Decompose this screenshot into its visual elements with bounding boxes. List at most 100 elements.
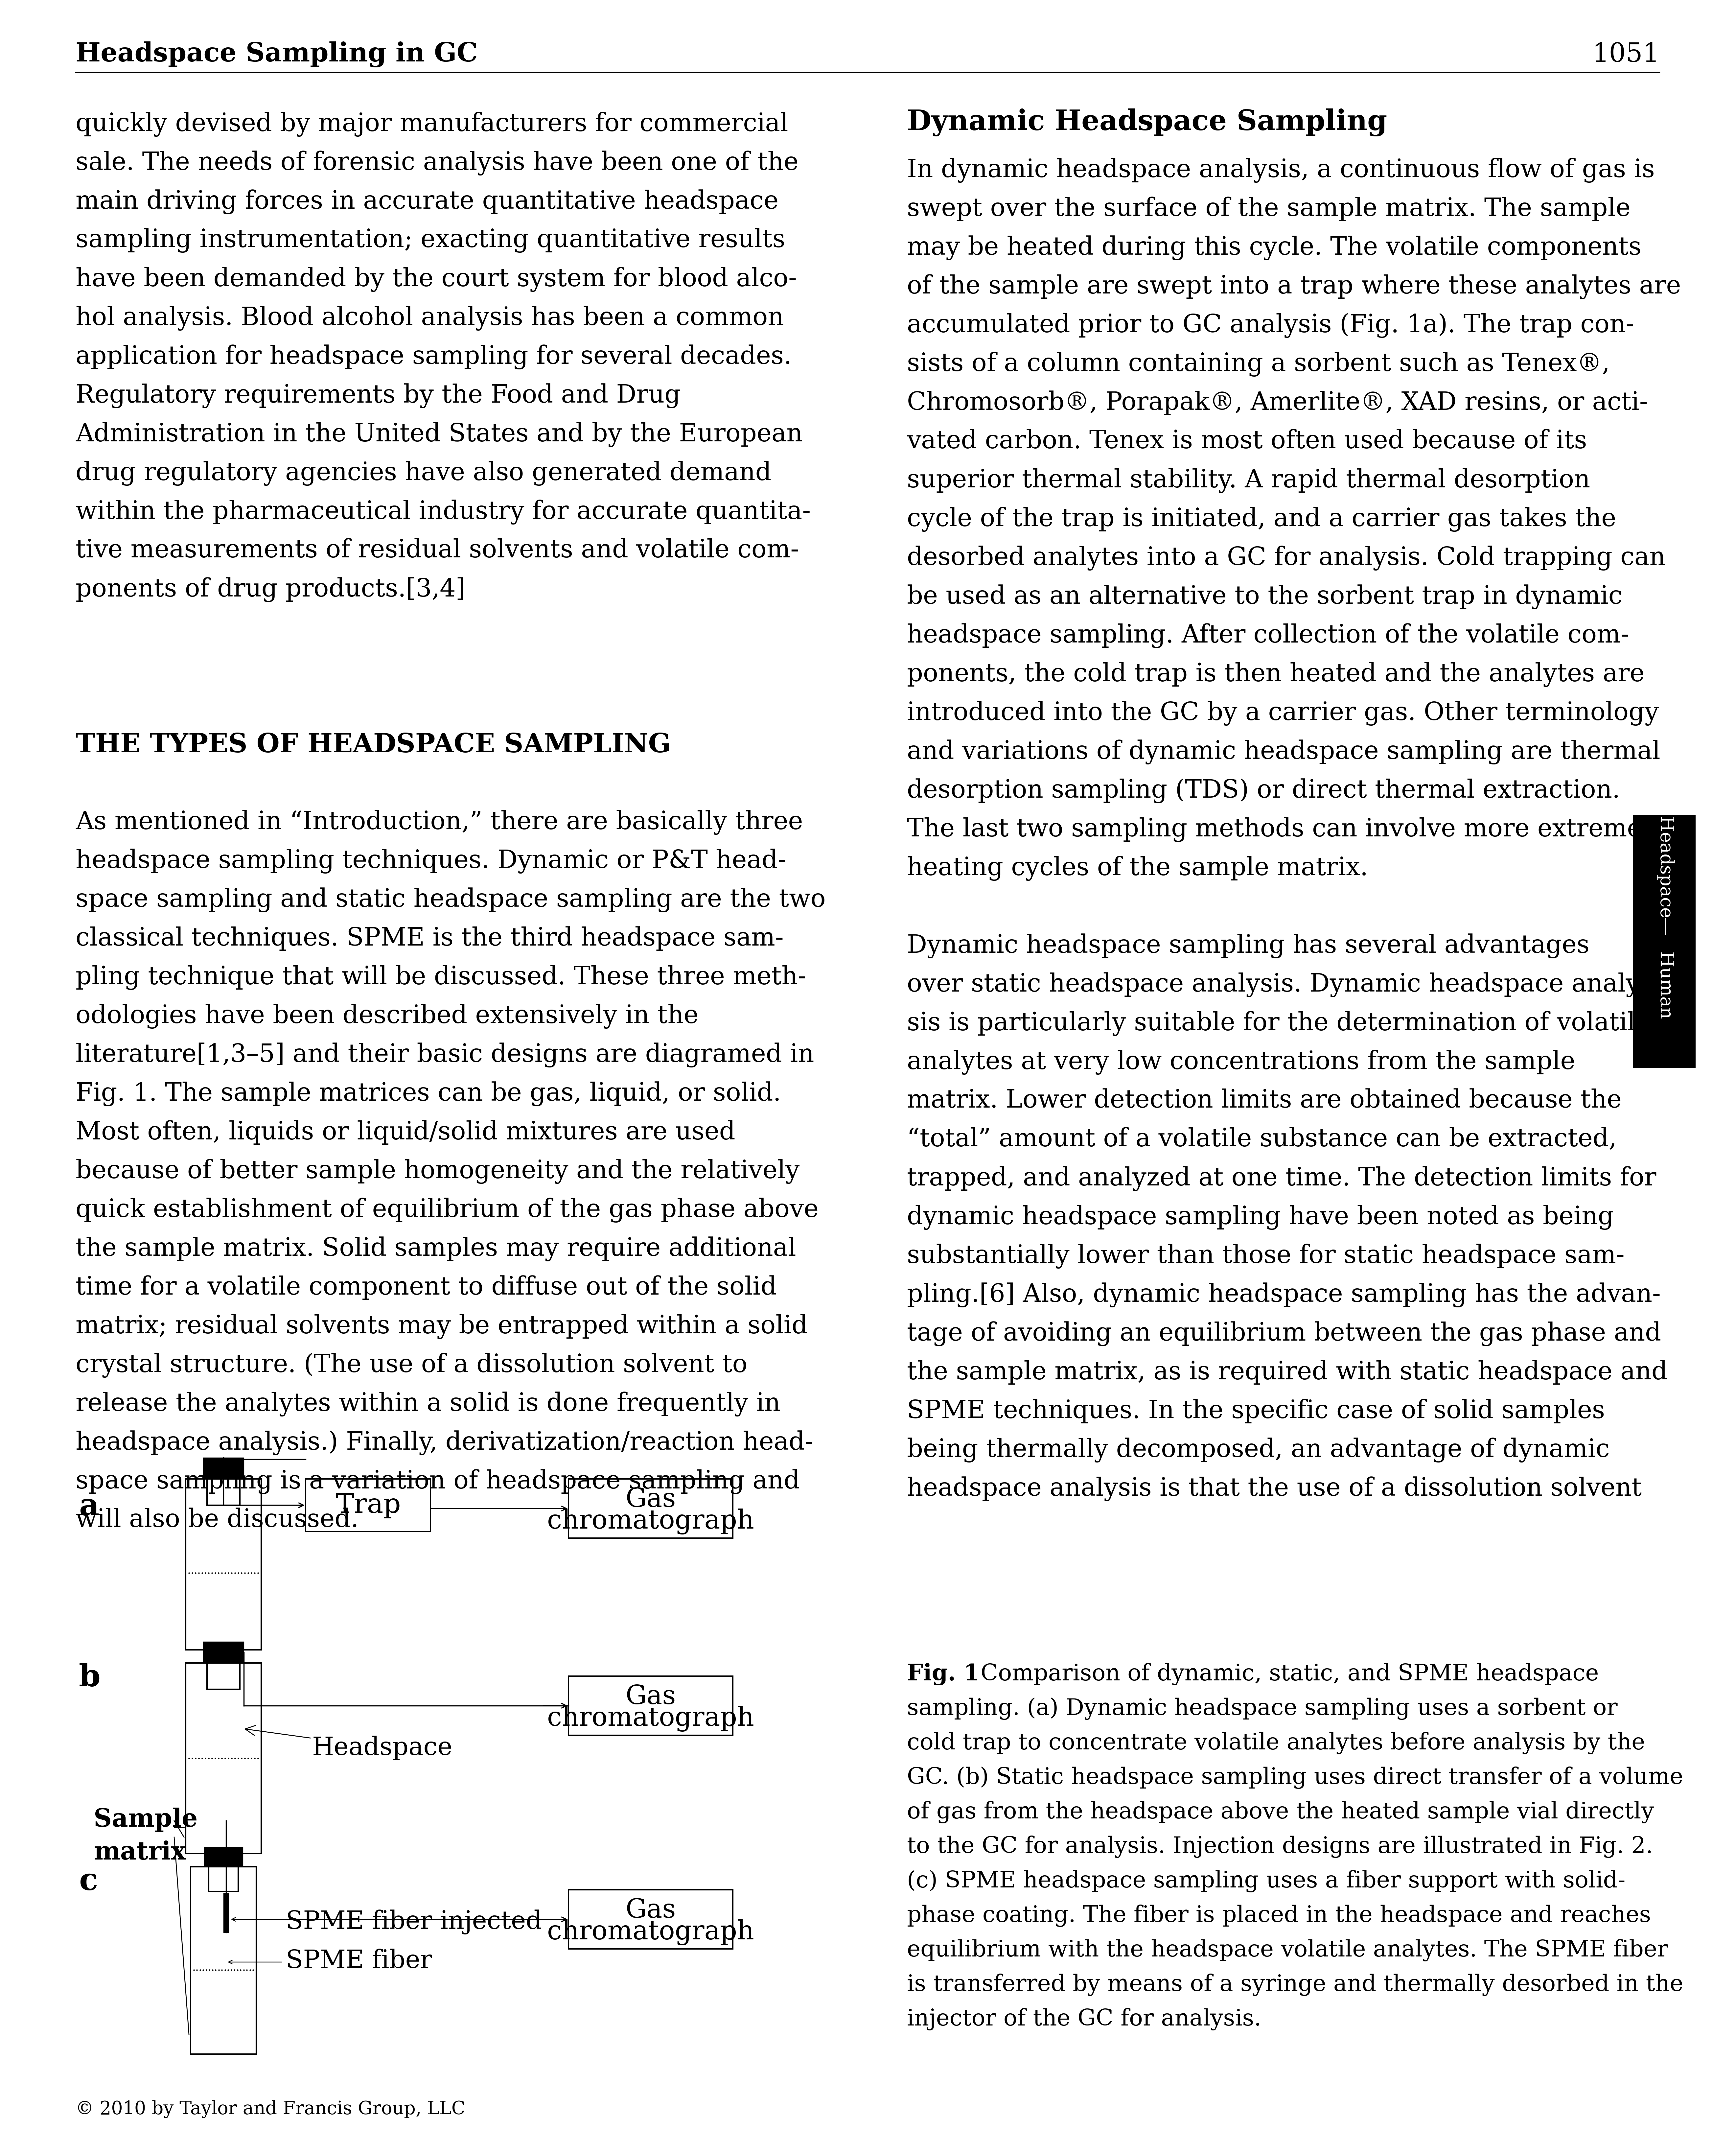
Bar — [568, 1676, 733, 1736]
Text: (c) SPME headspace sampling uses a fiber support with solid-: (c) SPME headspace sampling uses a fiber… — [906, 1870, 1625, 1891]
Text: of gas from the headspace above the heated sample vial directly: of gas from the headspace above the heat… — [906, 1802, 1654, 1823]
Text: Trap: Trap — [335, 1493, 401, 1519]
Bar — [568, 1889, 733, 1949]
Text: injector of the GC for analysis.: injector of the GC for analysis. — [906, 2009, 1262, 2030]
Bar — [203, 1642, 243, 1664]
Text: hol analysis. Blood alcohol analysis has been a common: hol analysis. Blood alcohol analysis has… — [76, 305, 785, 330]
Text: the sample matrix, as is required with static headspace and: the sample matrix, as is required with s… — [906, 1359, 1668, 1384]
Text: heating cycles of the sample matrix.: heating cycles of the sample matrix. — [906, 856, 1368, 880]
Text: Regulatory requirements by the Food and Drug: Regulatory requirements by the Food and … — [76, 383, 681, 409]
Text: being thermally decomposed, an advantage of dynamic: being thermally decomposed, an advantage… — [906, 1438, 1609, 1463]
Text: have been demanded by the court system for blood alco-: have been demanded by the court system f… — [76, 266, 797, 292]
Bar — [568, 1478, 733, 1538]
Text: SPME fiber: SPME fiber — [286, 1949, 432, 1972]
Text: Gas: Gas — [625, 1685, 675, 1710]
Bar — [207, 1478, 240, 1506]
Text: phase coating. The fiber is placed in the headspace and reaches: phase coating. The fiber is placed in th… — [906, 1904, 1651, 1928]
Text: sists of a column containing a sorbent such as Tenex®,: sists of a column containing a sorbent s… — [906, 351, 1609, 377]
Text: cycle of the trap is initiated, and a carrier gas takes the: cycle of the trap is initiated, and a ca… — [906, 507, 1616, 532]
Text: over static headspace analysis. Dynamic headspace analy-: over static headspace analysis. Dynamic … — [906, 971, 1649, 997]
Text: sampling instrumentation; exacting quantitative results: sampling instrumentation; exacting quant… — [76, 228, 785, 253]
Text: matrix. Lower detection limits are obtained because the: matrix. Lower detection limits are obtai… — [906, 1088, 1621, 1112]
Bar — [191, 1866, 257, 2053]
Text: ponents of drug products.[3,4]: ponents of drug products.[3,4] — [76, 577, 465, 603]
Text: In dynamic headspace analysis, a continuous flow of gas is: In dynamic headspace analysis, a continu… — [906, 158, 1654, 183]
Text: because of better sample homogeneity and the relatively: because of better sample homogeneity and… — [76, 1159, 800, 1184]
Text: “total” amount of a volatile substance can be extracted,: “total” amount of a volatile substance c… — [906, 1127, 1616, 1152]
Text: pling technique that will be discussed. These three meth-: pling technique that will be discussed. … — [76, 965, 806, 990]
Bar — [205, 1847, 243, 1866]
Bar — [208, 1866, 238, 1891]
Text: of the sample are swept into a trap where these analytes are: of the sample are swept into a trap wher… — [906, 275, 1680, 298]
Text: a: a — [78, 1493, 99, 1521]
Text: swept over the surface of the sample matrix. The sample: swept over the surface of the sample mat… — [906, 196, 1630, 222]
Text: quickly devised by major manufacturers for commercial: quickly devised by major manufacturers f… — [76, 111, 788, 136]
Text: The last two sampling methods can involve more extreme: The last two sampling methods can involv… — [906, 818, 1642, 841]
Text: Dynamic Headspace Sampling: Dynamic Headspace Sampling — [906, 109, 1387, 136]
Text: Fig. 1. The sample matrices can be gas, liquid, or solid.: Fig. 1. The sample matrices can be gas, … — [76, 1082, 781, 1105]
Text: matrix; residual solvents may be entrapped within a solid: matrix; residual solvents may be entrapp… — [76, 1314, 807, 1340]
Text: equilibrium with the headspace volatile analytes. The SPME fiber: equilibrium with the headspace volatile … — [906, 1938, 1668, 1962]
Text: © 2010 by Taylor and Francis Group, LLC: © 2010 by Taylor and Francis Group, LLC — [76, 2100, 465, 2117]
Text: main driving forces in accurate quantitative headspace: main driving forces in accurate quantita… — [76, 190, 778, 215]
Text: literature[1,3–5] and their basic designs are diagramed in: literature[1,3–5] and their basic design… — [76, 1042, 814, 1067]
Text: chromatograph: chromatograph — [547, 1706, 753, 1732]
Text: within the pharmaceutical industry for accurate quantita-: within the pharmaceutical industry for a… — [76, 501, 811, 524]
Text: accumulated prior to GC analysis (Fig. 1a). The trap con-: accumulated prior to GC analysis (Fig. 1… — [906, 313, 1634, 339]
Text: may be heated during this cycle. The volatile components: may be heated during this cycle. The vol… — [906, 234, 1642, 260]
Text: Fig. 1: Fig. 1 — [906, 1664, 979, 1685]
Bar — [207, 1664, 240, 1689]
Text: b: b — [78, 1664, 101, 1693]
Text: is transferred by means of a syringe and thermally desorbed in the: is transferred by means of a syringe and… — [906, 1975, 1684, 1996]
Bar — [186, 1478, 260, 1651]
Text: chromatograph: chromatograph — [547, 1508, 753, 1534]
Text: space sampling is a variation of headspace sampling and: space sampling is a variation of headspa… — [76, 1470, 800, 1493]
Text: SPME fiber injected: SPME fiber injected — [286, 1908, 542, 1934]
Text: be used as an alternative to the sorbent trap in dynamic: be used as an alternative to the sorbent… — [906, 584, 1623, 609]
Text: substantially lower than those for static headspace sam-: substantially lower than those for stati… — [906, 1244, 1625, 1269]
Bar — [186, 1664, 260, 1853]
Text: matrix: matrix — [94, 1840, 186, 1864]
Text: introduced into the GC by a carrier gas. Other terminology: introduced into the GC by a carrier gas.… — [906, 701, 1660, 726]
Text: Human: Human — [1656, 952, 1674, 1020]
Text: superior thermal stability. A rapid thermal desorption: superior thermal stability. A rapid ther… — [906, 469, 1590, 492]
Text: drug regulatory agencies have also generated demand: drug regulatory agencies have also gener… — [76, 460, 771, 486]
Text: sampling. (a) Dynamic headspace sampling uses a sorbent or: sampling. (a) Dynamic headspace sampling… — [906, 1698, 1618, 1719]
Text: cold trap to concentrate volatile analytes before analysis by the: cold trap to concentrate volatile analyt… — [906, 1732, 1646, 1755]
Text: Gas: Gas — [625, 1487, 675, 1512]
Text: headspace analysis is that the use of a dissolution solvent: headspace analysis is that the use of a … — [906, 1476, 1642, 1502]
Text: Headspace: Headspace — [1656, 816, 1674, 918]
Text: THE TYPES OF HEADSPACE SAMPLING: THE TYPES OF HEADSPACE SAMPLING — [76, 733, 670, 758]
Text: headspace sampling techniques. Dynamic or P&T head-: headspace sampling techniques. Dynamic o… — [76, 848, 786, 873]
Text: crystal structure. (The use of a dissolution solvent to: crystal structure. (The use of a dissolu… — [76, 1353, 748, 1378]
Text: and variations of dynamic headspace sampling are thermal: and variations of dynamic headspace samp… — [906, 739, 1660, 765]
Text: application for headspace sampling for several decades.: application for headspace sampling for s… — [76, 345, 792, 368]
Text: ponents, the cold trap is then heated and the analytes are: ponents, the cold trap is then heated an… — [906, 662, 1644, 686]
Text: quick establishment of equilibrium of the gas phase above: quick establishment of equilibrium of th… — [76, 1197, 819, 1223]
Text: tive measurements of residual solvents and volatile com-: tive measurements of residual solvents a… — [76, 539, 799, 562]
Text: chromatograph: chromatograph — [547, 1919, 753, 1945]
Bar — [1634, 816, 1696, 1067]
Text: to the GC for analysis. Injection designs are illustrated in Fig. 2.: to the GC for analysis. Injection design… — [906, 1836, 1653, 1857]
Text: Gas: Gas — [625, 1898, 675, 1923]
Bar — [224, 1894, 229, 1932]
Text: —: — — [1656, 918, 1674, 935]
Text: classical techniques. SPME is the third headspace sam-: classical techniques. SPME is the third … — [76, 927, 783, 950]
Text: Comparison of dynamic, static, and SPME headspace: Comparison of dynamic, static, and SPME … — [967, 1664, 1599, 1685]
Text: trapped, and analyzed at one time. The detection limits for: trapped, and analyzed at one time. The d… — [906, 1165, 1656, 1191]
Text: will also be discussed.: will also be discussed. — [76, 1508, 359, 1531]
Text: analytes at very low concentrations from the sample: analytes at very low concentrations from… — [906, 1050, 1575, 1076]
Text: GC. (b) Static headspace sampling uses direct transfer of a volume: GC. (b) Static headspace sampling uses d… — [906, 1766, 1684, 1789]
Text: vated carbon. Tenex is most often used because of its: vated carbon. Tenex is most often used b… — [906, 430, 1587, 454]
Text: Chromosorb®, Porapak®, Amerlite®, XAD resins, or acti-: Chromosorb®, Porapak®, Amerlite®, XAD re… — [906, 390, 1647, 415]
Text: pling.[6] Also, dynamic headspace sampling has the advan-: pling.[6] Also, dynamic headspace sampli… — [906, 1282, 1661, 1308]
Text: space sampling and static headspace sampling are the two: space sampling and static headspace samp… — [76, 888, 826, 912]
Text: 1051: 1051 — [1592, 43, 1660, 68]
Text: c: c — [78, 1866, 97, 1896]
Text: the sample matrix. Solid samples may require additional: the sample matrix. Solid samples may req… — [76, 1235, 797, 1261]
Text: odologies have been described extensively in the: odologies have been described extensivel… — [76, 1003, 698, 1029]
Text: time for a volatile component to diffuse out of the solid: time for a volatile component to diffuse… — [76, 1276, 776, 1299]
Text: desorption sampling (TDS) or direct thermal extraction.: desorption sampling (TDS) or direct ther… — [906, 777, 1620, 803]
Text: desorbed analytes into a GC for analysis. Cold trapping can: desorbed analytes into a GC for analysis… — [906, 545, 1665, 571]
Text: headspace analysis.) Finally, derivatization/reaction head-: headspace analysis.) Finally, derivatiza… — [76, 1431, 812, 1455]
